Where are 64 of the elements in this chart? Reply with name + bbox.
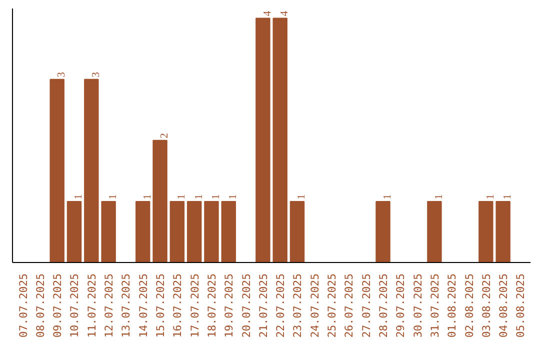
data-label: 1 [228,194,240,200]
x-tick-label: 29.07.2025 [394,274,408,338]
data-label: 1 [434,194,445,200]
x-tick-label: 08.07.2025 [34,274,47,338]
bar [135,200,150,262]
x-tick-label: 18.07.2025 [205,274,218,338]
x-tick-label: 23.07.2025 [291,274,304,338]
x-tick-label: 07.07.2025 [16,274,30,338]
bar [204,200,219,262]
bar [84,78,99,262]
x-tick-label: 17.07.2025 [188,274,202,338]
bar [66,200,82,262]
bar [376,200,390,262]
data-label: 1 [142,194,154,200]
x-tick-label: 22.07.2025 [274,274,288,338]
x-tick-label: 09.07.2025 [51,274,64,338]
data-label: 1 [502,194,514,200]
x-tick-label: 21.07.2025 [256,274,270,338]
data-label: 4 [262,10,274,16]
x-tick-label: 19.07.2025 [222,274,236,338]
data-label: 1 [485,194,496,200]
bar [256,18,270,262]
x-tick-label: 02.08.2025 [462,274,476,338]
data-label: 1 [296,194,308,200]
x-tick-label: 05.08.2025 [514,274,528,338]
x-tick-label: 04.08.2025 [497,274,510,338]
x-tick-label: 11.07.2025 [85,274,98,338]
bar [101,200,116,262]
x-tick-label: 27.07.2025 [360,274,373,338]
bar [272,18,288,262]
data-label: 1 [74,194,85,200]
data-label: 1 [210,194,222,200]
x-tick-label: 12.07.2025 [102,274,116,338]
x-tick-label: 03.08.2025 [480,274,493,338]
bar [152,140,168,262]
x-tick-label: 25.07.2025 [326,274,339,338]
x-tick-label: 28.07.2025 [376,274,390,338]
x-tick-label: 30.07.2025 [411,274,424,338]
bar [221,200,236,262]
x-tick-label: 15.07.2025 [154,274,168,338]
bar [496,200,510,262]
bar [290,200,305,262]
bar [427,200,442,262]
x-tick-label: 14.07.2025 [136,274,150,338]
x-tick-label: 24.07.2025 [308,274,322,338]
data-label: 4 [280,10,291,16]
x-tick-label: 31.07.2025 [428,274,442,338]
x-tick-label: 01.08.2025 [446,274,459,338]
x-tick-label: 20.07.2025 [240,274,253,338]
data-label: 3 [56,72,68,78]
bar [186,200,202,262]
data-label: 1 [176,194,188,200]
data-label: 1 [194,194,205,200]
data-label: 2 [160,133,171,138]
data-label: 1 [382,194,394,200]
bar [478,200,494,262]
x-tick-label: 16.07.2025 [171,274,184,338]
data-label: 1 [108,194,120,200]
data-label: 3 [90,72,102,78]
x-tick-label: 13.07.2025 [120,274,133,338]
x-tick-label: 10.07.2025 [68,274,82,338]
x-tick-label: 26.07.2025 [342,274,356,338]
bar [170,200,185,262]
bar [50,78,64,262]
